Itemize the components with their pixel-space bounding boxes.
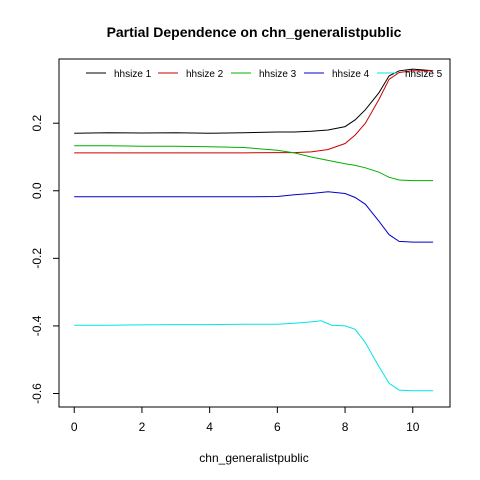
x-tick-label: 8 [342, 420, 349, 434]
chart-title: Partial Dependence on chn_generalistpubl… [107, 24, 402, 40]
x-tick-label: 4 [206, 420, 213, 434]
legend-label: hhsize 5 [405, 69, 443, 80]
x-tick-label: 10 [406, 420, 420, 434]
legend: hhsize 1 hhsize 2 hhsize 3 hhsize 4 hhsize 5 [86, 69, 443, 80]
y-tick-label: -0.4 [30, 315, 44, 336]
y-tick-label: -0.6 [30, 383, 44, 404]
y-tick-label: -0.2 [30, 248, 44, 269]
series-line-hhsize-1 [74, 68, 434, 134]
x-tick-label: 0 [71, 420, 78, 434]
series-line-hhsize-4 [74, 191, 434, 243]
series-line-hhsize-2 [74, 70, 434, 154]
legend-label: hhsize 1 [114, 69, 152, 80]
x-axis: 0 2 4 6 8 10 [71, 406, 420, 434]
y-tick-label: 0.2 [30, 115, 44, 132]
y-axis: -0.6 -0.4 -0.2 0.0 0.2 [30, 115, 60, 404]
legend-label: hhsize 3 [259, 69, 297, 80]
x-axis-label: chn_generalistpublic [199, 451, 308, 465]
series-line-hhsize-3 [74, 145, 434, 182]
x-tick-label: 2 [139, 420, 146, 434]
series-layer [74, 68, 434, 392]
plot-frame [58, 58, 451, 408]
legend-label: hhsize 2 [186, 69, 224, 80]
x-tick-label: 6 [274, 420, 281, 434]
series-line-hhsize-5 [74, 320, 434, 392]
y-tick-label: 0.0 [30, 182, 44, 199]
legend-label: hhsize 4 [332, 69, 370, 80]
